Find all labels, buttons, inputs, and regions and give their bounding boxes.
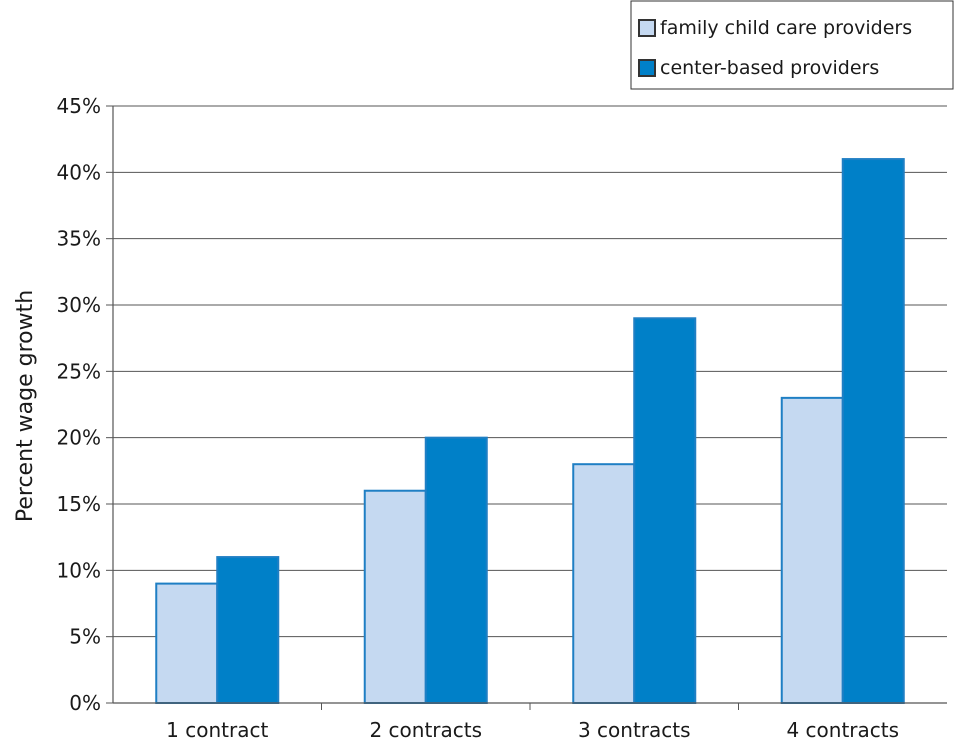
tick-labels: 0% 5% 10% 15% 20% 25% 30% 35% 40% 45% 1 contract 2 … xyxy=(57,94,899,742)
x-tick-label: 3 contracts xyxy=(578,718,691,742)
x-tick-label: 4 contracts xyxy=(786,718,899,742)
legend-box xyxy=(630,0,954,90)
y-tick-label: 0% xyxy=(69,691,101,715)
bar-family xyxy=(363,489,427,704)
bar-family xyxy=(155,582,219,704)
legend: family child care providers center-based … xyxy=(630,0,954,90)
legend-label: center-based providers xyxy=(660,57,879,79)
x-tick-label: 1 contract xyxy=(166,718,268,742)
y-tick-label: 10% xyxy=(57,558,101,582)
bars xyxy=(155,158,905,705)
y-tick-label: 40% xyxy=(57,160,101,184)
y-tick-label: 45% xyxy=(57,94,101,118)
y-tick-label: 25% xyxy=(57,359,101,383)
legend-swatch xyxy=(638,19,656,37)
bar-center xyxy=(841,158,905,705)
y-tick-label: 35% xyxy=(57,227,101,251)
axes xyxy=(106,105,947,710)
y-axis-label: Percent wage growth xyxy=(13,290,38,522)
bar-center xyxy=(424,436,488,704)
y-tick-label: 15% xyxy=(57,492,101,516)
bar-family xyxy=(572,463,636,705)
y-tick-label: 30% xyxy=(57,293,101,317)
legend-swatch xyxy=(638,59,656,77)
y-tick-label: 20% xyxy=(57,426,101,450)
y-tick-label: 5% xyxy=(69,625,101,649)
bar-family xyxy=(780,396,844,704)
bar-center xyxy=(216,556,280,704)
bar-center xyxy=(633,317,697,704)
x-tick-label: 2 contracts xyxy=(369,718,482,742)
legend-label: family child care providers xyxy=(660,17,912,39)
